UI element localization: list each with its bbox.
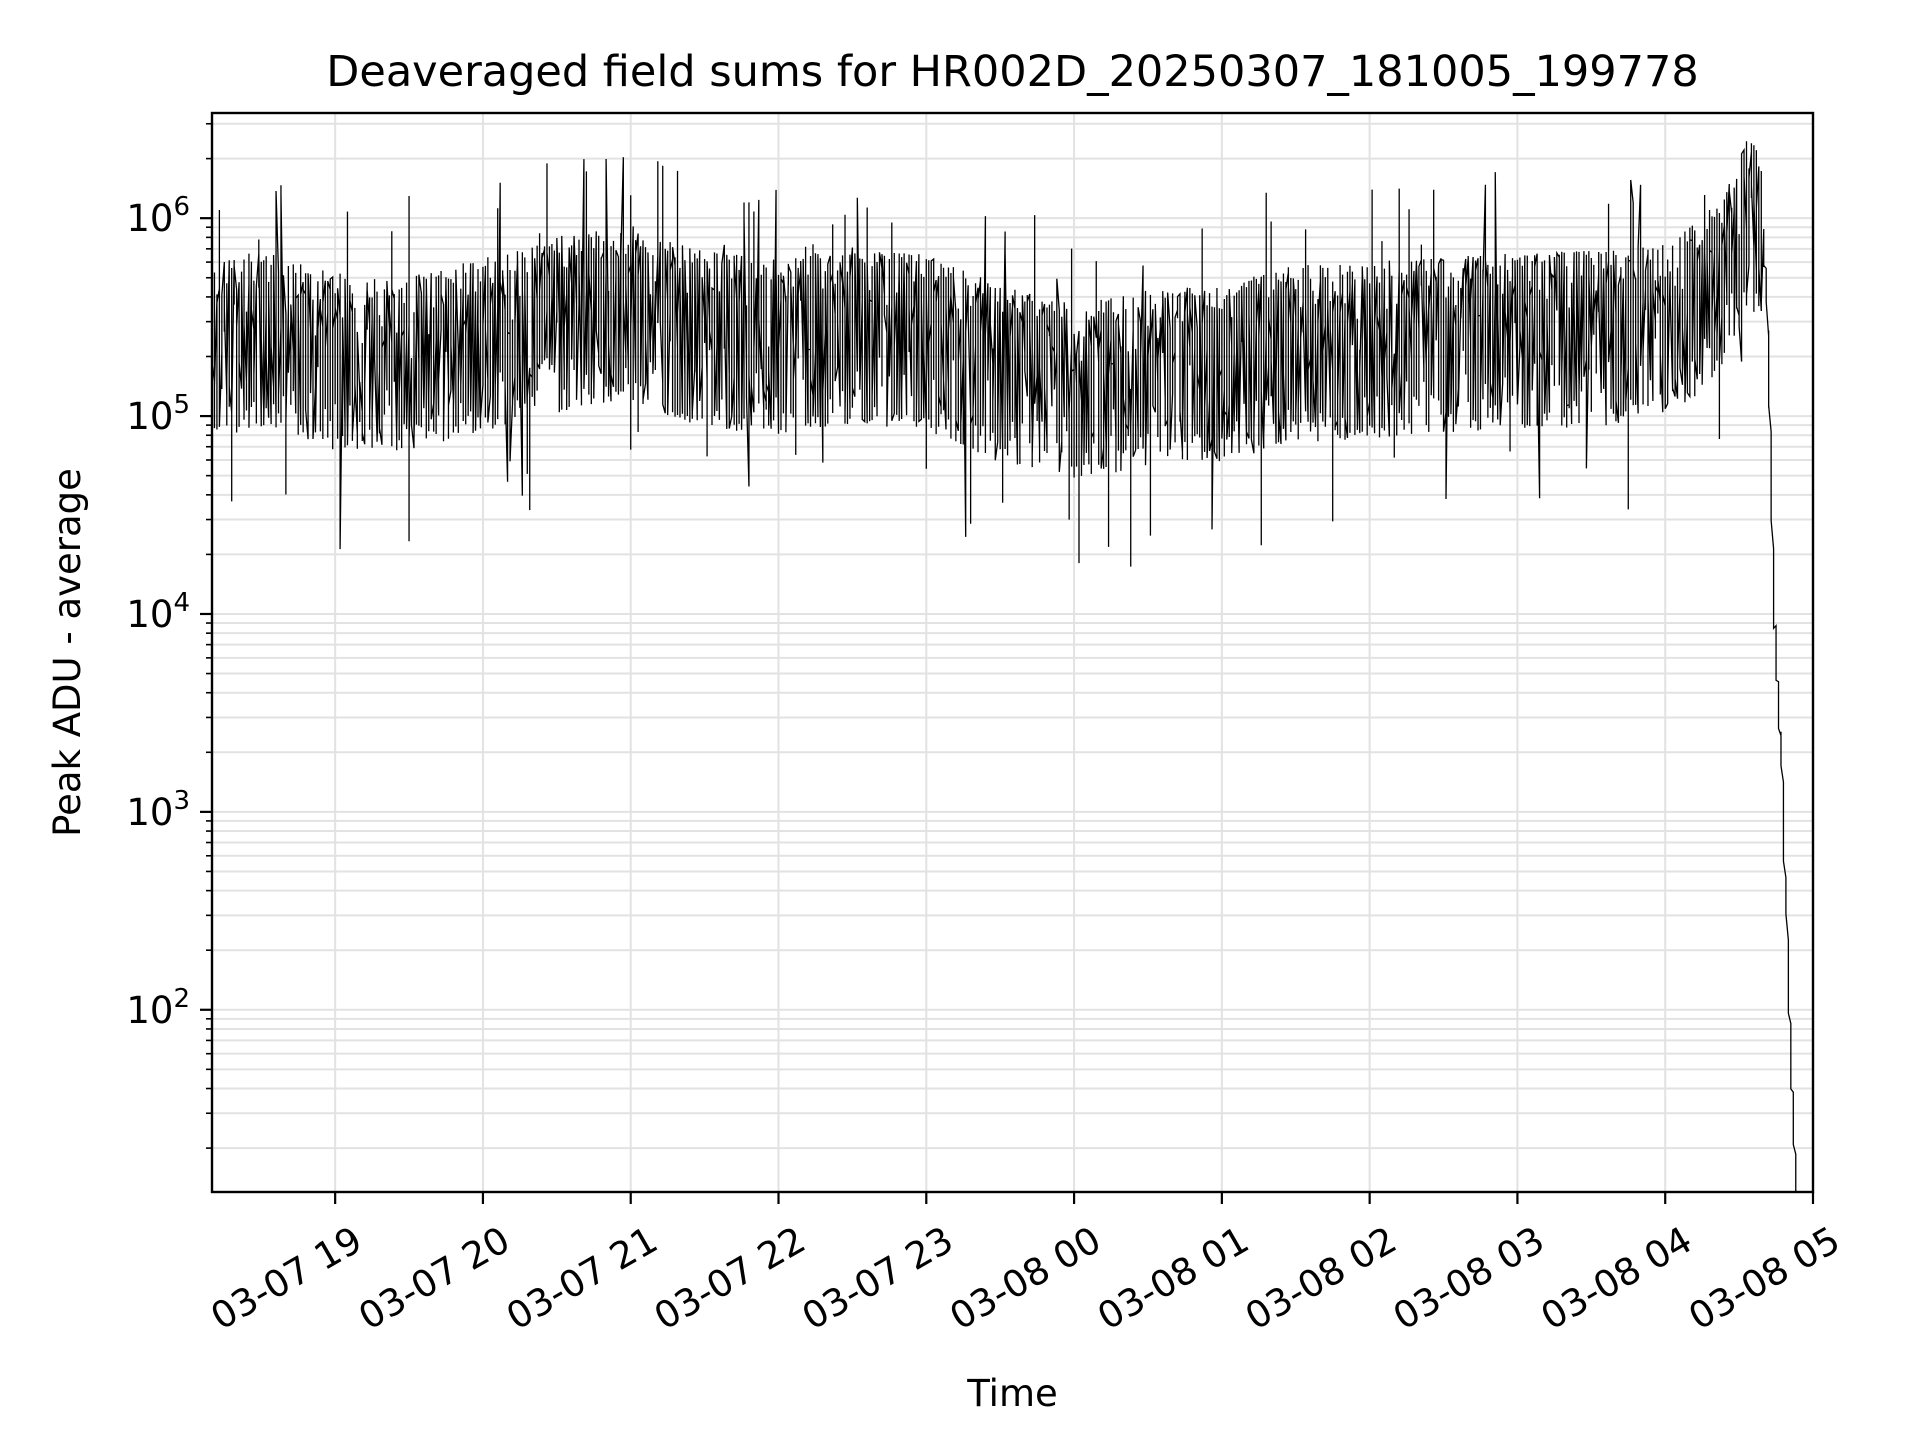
chart-title: Deaveraged field sums for HR002D_2025030…: [326, 47, 1698, 97]
x-axis-label: Time: [966, 1372, 1058, 1415]
y-tick-exponent: 6: [173, 192, 190, 222]
y-tick-label: 104: [126, 588, 190, 636]
y-tick-base: 10: [126, 989, 173, 1032]
y-tick-label: 106: [126, 192, 190, 240]
y-tick-base: 10: [126, 593, 173, 636]
grid: [212, 113, 1814, 1192]
y-tick-exponent: 4: [173, 588, 190, 618]
y-tick-label: 102: [126, 984, 190, 1032]
y-tick-exponent: 3: [173, 786, 190, 816]
y-tick-label: 105: [126, 390, 190, 438]
series-layer: [212, 141, 1799, 1192]
y-tick-base: 10: [126, 395, 173, 438]
plot-frame: [210, 111, 1815, 1194]
y-tick-base: 10: [126, 791, 173, 834]
y-tick-exponent: 2: [173, 984, 190, 1014]
series-line: [212, 141, 1799, 1192]
y-tick-base: 10: [126, 197, 173, 240]
y-axis-label: Peak ADU - average: [46, 468, 89, 837]
y-tick-exponent: 5: [173, 390, 190, 420]
y-tick-label: 103: [126, 786, 190, 834]
